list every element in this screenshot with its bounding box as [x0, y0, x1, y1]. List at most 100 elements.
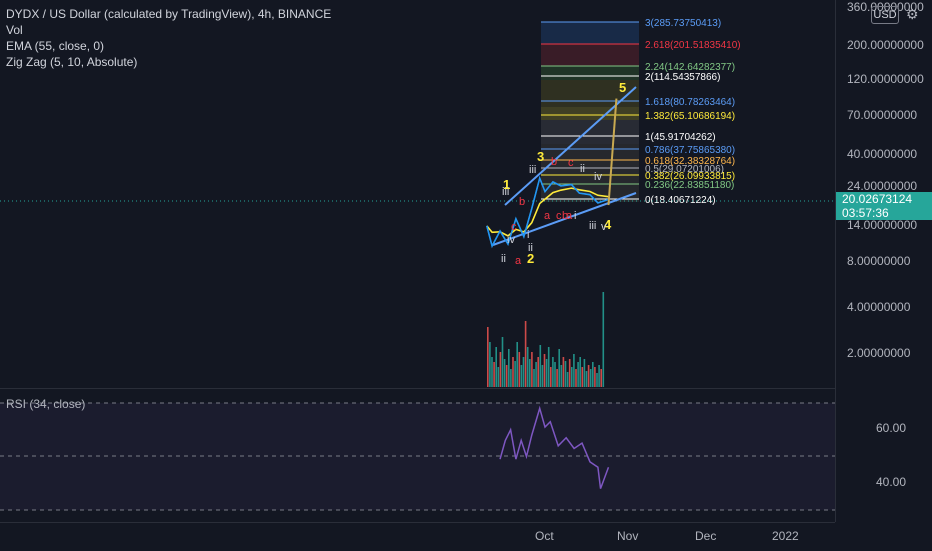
minor-label: c	[511, 221, 517, 233]
rsi-chart[interactable]	[0, 389, 835, 522]
price-axis[interactable]: 360.00000000 200.00000000 120.00000000 7…	[835, 0, 932, 388]
volume-bar	[518, 352, 521, 387]
volume-bar	[596, 373, 598, 387]
volume-bar	[600, 369, 602, 387]
volume-bar	[526, 347, 529, 387]
fib-level-label: 0.618(32.38328764)	[645, 156, 735, 167]
fib-level-label: 0.5(29.07201006)	[645, 164, 724, 175]
rsi-axis[interactable]: 60.00 40.00	[835, 388, 932, 522]
volume-bar	[547, 347, 550, 387]
volume-bar	[594, 367, 596, 387]
wave-label-2: 2	[527, 251, 534, 266]
price-tick: 2.00000000	[847, 346, 911, 360]
volume-bar	[587, 365, 590, 387]
minor-label: v	[601, 221, 607, 233]
projection-line	[607, 98, 618, 206]
wave-label-4: 4	[604, 217, 612, 232]
price-tick: 4.00000000	[847, 300, 911, 314]
volume-bars	[487, 292, 605, 387]
volume-bar	[512, 357, 514, 387]
volume-bar	[508, 349, 510, 387]
upper-trendline	[504, 86, 637, 206]
minor-label: ii	[528, 242, 533, 254]
volume-bar	[564, 361, 567, 387]
fib-zones	[541, 22, 639, 202]
price-tick: 120.00000000	[847, 72, 924, 86]
indicator-ema[interactable]: EMA (55, close, 0)	[6, 39, 105, 53]
minor-label: iii	[589, 220, 596, 232]
wave-label-3: 3	[537, 149, 544, 164]
minor-label: b	[562, 210, 568, 222]
minor-label: a	[544, 210, 551, 222]
volume-bar	[489, 342, 491, 387]
minor-label: iii	[502, 186, 509, 198]
volume-bar	[537, 357, 539, 387]
volume-bar	[573, 354, 575, 387]
volume-bar	[497, 367, 500, 387]
minor-label: iii	[529, 164, 536, 176]
fib-level-label: 0.786(37.75865380)	[645, 145, 735, 156]
price-tick: 200.00000000	[847, 38, 924, 52]
minor-label: ii	[580, 163, 585, 175]
current-price-value: 20.02673124	[842, 192, 913, 206]
price-chart[interactable]: 3(285.73750413) 2.618(201.51835410) 2.24(1…	[0, 0, 835, 388]
price-tick: 8.00000000	[847, 254, 911, 268]
price-tick: 40.00000000	[847, 147, 918, 161]
volume-bar	[566, 372, 569, 387]
volume-bar	[543, 354, 546, 387]
volume-bar	[556, 369, 558, 387]
ema-line	[486, 187, 609, 237]
volume-bar	[510, 369, 512, 387]
volume-bar	[531, 352, 533, 387]
current-price-badge: 20.02673124 03:57:36	[836, 192, 932, 220]
minor-label: c	[556, 210, 562, 222]
minor-label: a	[515, 255, 522, 267]
volume-bar	[579, 357, 581, 387]
rsi-line	[499, 405, 610, 489]
price-tick: 360.00000000	[847, 0, 924, 14]
volume-bar	[529, 359, 531, 387]
time-tick: 2022	[772, 529, 799, 543]
volume-bar	[598, 365, 600, 387]
volume-bar	[568, 359, 571, 387]
pane-divider[interactable]	[0, 388, 835, 389]
volume-bar	[575, 369, 577, 387]
volume-bar	[577, 362, 579, 387]
volume-bar	[539, 345, 542, 387]
volume-bar	[487, 327, 489, 387]
volume-bar	[571, 367, 573, 387]
minor-label: i	[574, 210, 576, 222]
rsi-legend[interactable]: RSI (34, close)	[6, 397, 86, 411]
currency-badge[interactable]: USD	[871, 6, 899, 24]
price-tick: 14.00000000	[847, 218, 918, 232]
indicator-zigzag[interactable]: Zig Zag (5, 10, Absolute)	[6, 55, 138, 69]
volume-bar	[491, 357, 493, 387]
volume-bar	[554, 362, 556, 387]
fib-level-label: 0.236(22.83851180)	[645, 180, 734, 191]
indicator-volume[interactable]: Vol	[6, 23, 23, 37]
fib-level-label: 2(114.54357866)	[645, 72, 720, 83]
zigzag-line	[486, 175, 609, 249]
volume-bar	[545, 359, 548, 387]
lower-trendline	[492, 192, 637, 246]
minor-label: b	[519, 196, 525, 208]
fib-level-label: 2.618(201.51835410)	[645, 40, 741, 51]
volume-bar	[524, 321, 527, 387]
volume-bar	[558, 349, 560, 387]
volume-bar	[520, 365, 523, 387]
symbol-title[interactable]: DYDX / US Dollar (calculated by TradingV…	[6, 7, 332, 21]
volume-bar	[602, 292, 605, 387]
volume-bar	[522, 357, 525, 387]
minor-label: i	[527, 229, 529, 241]
gear-icon[interactable]: ⚙	[906, 6, 919, 22]
price-tick: 24.00000000	[847, 179, 918, 193]
wave-label-5: 5	[619, 80, 626, 95]
volume-bar	[589, 369, 592, 387]
volume-bar	[516, 342, 518, 387]
volume-bar	[514, 361, 516, 387]
volume-bar	[560, 365, 563, 387]
time-axis[interactable]: Oct Nov Dec 2022	[0, 522, 835, 551]
fib-level-label: 2.24(142.64282377)	[645, 62, 735, 73]
volume-bar	[495, 347, 497, 387]
minor-label: b	[551, 156, 557, 168]
